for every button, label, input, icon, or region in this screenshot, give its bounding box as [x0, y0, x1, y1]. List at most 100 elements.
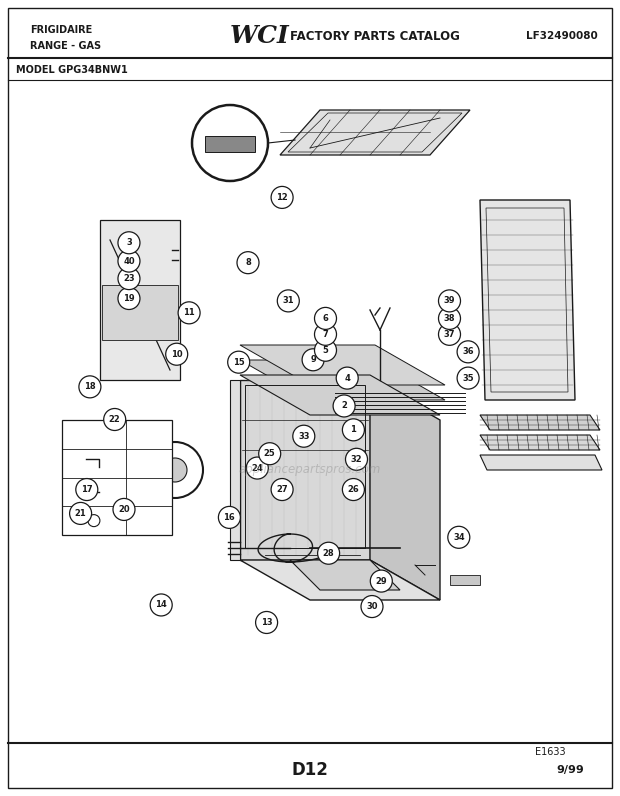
Circle shape — [166, 343, 188, 365]
Text: 19: 19 — [123, 294, 135, 303]
Bar — [205, 136, 255, 152]
Text: 3: 3 — [126, 238, 132, 248]
Text: appliancepartspros.com: appliancepartspros.com — [239, 463, 381, 477]
Circle shape — [302, 349, 324, 371]
Circle shape — [150, 594, 172, 616]
Circle shape — [118, 250, 140, 272]
Polygon shape — [240, 345, 445, 385]
Polygon shape — [480, 435, 600, 450]
Text: 28: 28 — [323, 548, 334, 558]
Text: FACTORY PARTS CATALOG: FACTORY PARTS CATALOG — [290, 29, 460, 42]
Text: 40: 40 — [123, 256, 135, 266]
Polygon shape — [370, 380, 440, 600]
Text: 14: 14 — [156, 600, 167, 610]
Circle shape — [314, 323, 337, 345]
Circle shape — [314, 307, 337, 330]
Circle shape — [448, 526, 470, 548]
Text: 34: 34 — [453, 533, 464, 542]
Text: 24: 24 — [252, 463, 263, 473]
Circle shape — [118, 267, 140, 290]
Circle shape — [293, 425, 315, 447]
Circle shape — [342, 419, 365, 441]
Polygon shape — [290, 560, 400, 590]
Text: 5: 5 — [322, 345, 329, 355]
Circle shape — [438, 290, 461, 312]
Text: 26: 26 — [348, 485, 359, 494]
Polygon shape — [230, 380, 240, 560]
Circle shape — [277, 290, 299, 312]
Text: 7: 7 — [322, 330, 329, 339]
Text: MODEL GPG34BNW1: MODEL GPG34BNW1 — [16, 65, 128, 75]
Text: WCI: WCI — [230, 24, 290, 48]
Circle shape — [457, 341, 479, 363]
Circle shape — [271, 478, 293, 501]
Circle shape — [237, 252, 259, 274]
Circle shape — [228, 351, 250, 373]
Text: 32: 32 — [351, 455, 362, 464]
Polygon shape — [450, 575, 480, 585]
Circle shape — [147, 442, 203, 498]
Bar — [62, 420, 172, 535]
Polygon shape — [240, 360, 445, 400]
Circle shape — [345, 448, 368, 470]
Text: 30: 30 — [366, 602, 378, 611]
Circle shape — [178, 302, 200, 324]
Polygon shape — [480, 415, 600, 430]
Text: 13: 13 — [261, 618, 272, 627]
Text: 11: 11 — [184, 308, 195, 318]
Polygon shape — [480, 200, 575, 400]
Text: RANGE - GAS: RANGE - GAS — [30, 41, 101, 51]
Text: E1633: E1633 — [534, 747, 565, 757]
Polygon shape — [240, 380, 370, 560]
Circle shape — [218, 506, 241, 529]
Text: 39: 39 — [444, 296, 455, 306]
Circle shape — [69, 502, 92, 525]
Circle shape — [361, 595, 383, 618]
Circle shape — [333, 395, 355, 417]
Text: 33: 33 — [298, 431, 309, 441]
Text: 29: 29 — [376, 576, 387, 586]
Circle shape — [192, 105, 268, 181]
Text: 8: 8 — [245, 258, 251, 267]
Circle shape — [118, 232, 140, 254]
Text: 22: 22 — [109, 415, 120, 424]
Circle shape — [118, 287, 140, 310]
Text: 15: 15 — [233, 357, 244, 367]
Circle shape — [342, 478, 365, 501]
Text: 38: 38 — [444, 314, 455, 323]
Text: 31: 31 — [283, 296, 294, 306]
Text: 4: 4 — [344, 373, 350, 383]
Polygon shape — [480, 455, 602, 470]
Circle shape — [163, 458, 187, 482]
Circle shape — [271, 186, 293, 209]
Circle shape — [336, 367, 358, 389]
Circle shape — [79, 376, 101, 398]
Polygon shape — [280, 110, 470, 155]
Circle shape — [317, 542, 340, 564]
Bar — [245, 385, 365, 548]
Text: 9/99: 9/99 — [556, 765, 584, 775]
Polygon shape — [100, 220, 180, 380]
Text: 25: 25 — [264, 449, 275, 458]
Circle shape — [113, 498, 135, 521]
Circle shape — [438, 307, 461, 330]
Text: 20: 20 — [118, 505, 130, 514]
Circle shape — [259, 443, 281, 465]
Circle shape — [255, 611, 278, 634]
Text: 6: 6 — [322, 314, 329, 323]
Text: 10: 10 — [171, 349, 182, 359]
Text: 17: 17 — [81, 485, 92, 494]
Text: 35: 35 — [463, 373, 474, 383]
Text: D12: D12 — [291, 761, 329, 779]
Text: 23: 23 — [123, 274, 135, 283]
Polygon shape — [240, 375, 440, 415]
Text: 36: 36 — [463, 347, 474, 357]
Text: LF32490080: LF32490080 — [526, 31, 598, 41]
Text: 2: 2 — [341, 401, 347, 411]
Circle shape — [314, 339, 337, 361]
Polygon shape — [240, 560, 440, 600]
Circle shape — [246, 457, 268, 479]
Text: 1: 1 — [350, 425, 356, 435]
Text: 21: 21 — [75, 509, 86, 518]
Circle shape — [76, 478, 98, 501]
